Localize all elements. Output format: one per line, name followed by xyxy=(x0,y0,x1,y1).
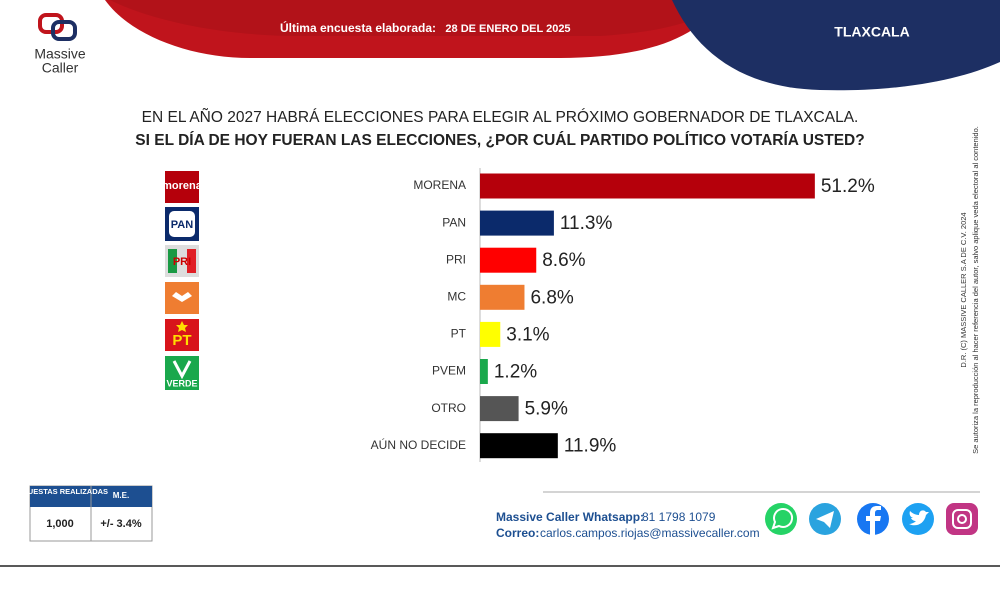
party-logo xyxy=(169,211,195,237)
bar xyxy=(480,210,554,236)
party-logo-text: PRI xyxy=(173,256,191,268)
bar xyxy=(480,396,519,422)
survey-label: Última encuesta elaborada: xyxy=(280,20,436,35)
instagram-icon xyxy=(957,514,967,524)
category-label: OTRO xyxy=(431,401,466,415)
party-logo xyxy=(176,321,188,332)
value-label: 3.1% xyxy=(506,324,549,345)
category-label: PT xyxy=(451,327,467,341)
chart-subtitle: SI EL DÍA DE HOY FUERAN LAS ELECCIONES, … xyxy=(135,132,864,149)
legal-text: Se autoriza la reproducción al hacer ref… xyxy=(971,126,980,454)
category-label: MC xyxy=(447,289,466,303)
telegram-icon xyxy=(816,511,834,528)
party-logo-text: PAN xyxy=(171,219,193,231)
bar xyxy=(480,247,537,273)
twitter-icon xyxy=(909,510,929,526)
value-label: 1.2% xyxy=(494,362,537,383)
party-logo-text: PT xyxy=(172,332,191,349)
brand-icon xyxy=(51,20,77,41)
party-logo-text: VERDE xyxy=(166,378,197,388)
bar xyxy=(480,284,525,310)
header-blue xyxy=(672,0,1000,91)
value-label: 51.2% xyxy=(821,176,875,197)
chart-title: EN EL AÑO 2027 HABRÁ ELECCIONES PARA ELE… xyxy=(142,109,859,126)
table-cell: 1,000 xyxy=(46,518,74,530)
category-label: AÚN NO DECIDE xyxy=(371,437,466,452)
category-label: MORENA xyxy=(413,178,466,192)
bar xyxy=(480,321,501,347)
party-logo xyxy=(168,249,177,273)
brand-text: Massive xyxy=(34,46,86,62)
legal-text: D.R. (C) MASSIVE CALLER S.A DE C.V. 2024 xyxy=(959,212,968,367)
whatsapp-icon xyxy=(771,508,793,530)
table-cell: +/- 3.4% xyxy=(100,518,141,530)
value-label: 5.9% xyxy=(525,399,568,420)
party-logo-text: morena xyxy=(162,180,203,192)
value-label: 8.6% xyxy=(542,250,585,271)
instagram-icon[interactable] xyxy=(946,503,978,535)
whatsapp: 81 1798 1079 xyxy=(642,510,716,524)
value-label: 11.3% xyxy=(560,213,613,234)
bar xyxy=(480,173,815,199)
party-logo xyxy=(187,249,196,273)
instagram-icon xyxy=(952,509,972,529)
survey-date: 28 DE ENERO DEL 2025 xyxy=(445,23,570,35)
category-label: PAN xyxy=(442,215,466,229)
value-label: 11.9% xyxy=(564,436,617,457)
party-logo xyxy=(172,360,192,380)
bars: MORENA 51.2% PAN 11.3% PRI 8.6% MC 6.8% PT 3.1% PV… xyxy=(371,173,875,459)
party-logo xyxy=(165,171,199,203)
table-header-text: M.E. xyxy=(113,491,129,500)
email-label: Correo: xyxy=(496,526,539,540)
facebook-icon xyxy=(866,506,881,535)
whatsapp-label: Massive Caller Whatsapp: xyxy=(496,510,644,524)
category-label: PVEM xyxy=(432,364,466,378)
value-label: 6.8% xyxy=(530,287,573,308)
header-shade xyxy=(110,0,720,36)
party-logo xyxy=(172,292,192,302)
email: carlos.campos.riojas@massivecaller.com xyxy=(540,526,760,540)
category-label: PRI xyxy=(446,252,466,266)
bar xyxy=(480,433,558,459)
table-header-text: ENCUESTAS REALIZADAS xyxy=(12,487,108,496)
region: TLAXCALA xyxy=(834,24,909,40)
bar xyxy=(480,359,488,384)
brand-text: Caller xyxy=(42,60,79,76)
